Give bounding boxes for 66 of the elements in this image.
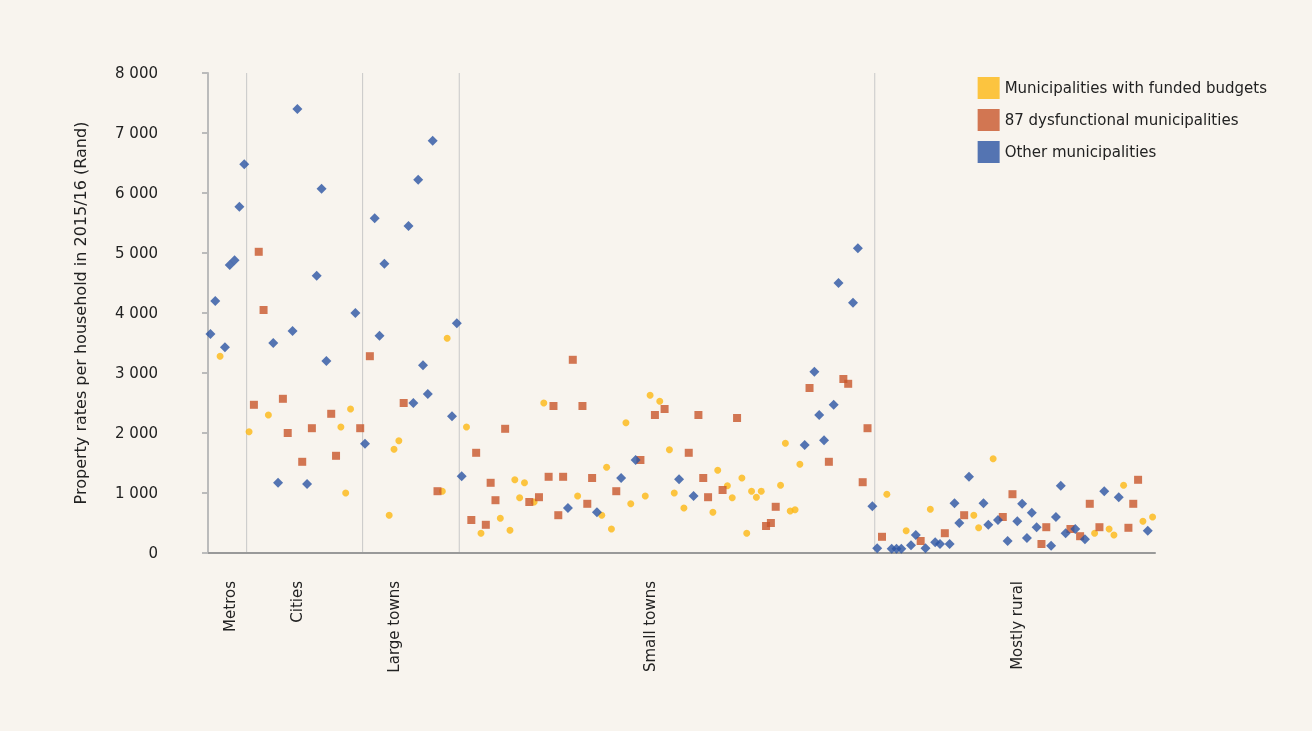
legend-label: Other municipalities [1004,143,1157,161]
y-tick-label: 2 000 [115,424,158,442]
point [342,489,350,497]
point [245,428,253,436]
point [989,455,997,463]
point [520,479,528,487]
point [607,525,615,533]
point [216,352,224,360]
point [970,511,978,519]
y-tick-label: 1 000 [115,484,158,502]
point [506,526,514,534]
point [665,446,673,454]
point [496,514,504,522]
x-tick-label: Cities [288,580,307,623]
y-tick-label: 7 000 [115,124,158,142]
point [627,500,635,508]
point [883,490,891,498]
point [796,460,804,468]
point [670,489,678,497]
y-tick-label: 8 000 [115,64,158,82]
point [540,399,548,407]
point [395,437,403,445]
y-tick-label: 6 000 [115,184,158,202]
point [477,529,485,537]
point [714,466,722,474]
point [748,487,756,495]
point [728,494,736,502]
point [743,529,751,537]
point [1149,513,1157,521]
point [926,505,934,513]
point [656,397,664,405]
point [347,405,355,413]
legend-label: Municipalities with funded budgets [1004,79,1268,97]
point [385,511,393,519]
point [777,481,785,489]
point [791,506,799,514]
point [781,439,789,447]
point [757,487,765,495]
point [1120,481,1128,489]
point [443,334,451,342]
point [603,463,611,471]
point [641,492,649,500]
point [752,493,760,501]
y-tick-label: 0 [148,544,158,562]
y-tick-label: 5 000 [115,244,158,262]
x-tick-label: Small towns [641,580,660,673]
point [1091,529,1099,537]
y-axis-title: Property rates per household in 2015/16 (Rand) [70,121,90,505]
point [622,419,630,427]
point [902,527,910,535]
point [463,423,470,431]
x-tick-label: Mostly rural [1008,581,1027,670]
x-tick-label: Metros [220,580,239,632]
legend-label: 87 dysfunctional municipalities [1004,111,1239,129]
point [646,391,654,399]
x-tick-label: Large towns [385,580,404,673]
point [390,445,398,453]
y-tick-label: 4 000 [115,304,158,322]
point [574,492,582,500]
point [511,476,519,484]
y-tick-label: 3 000 [115,364,158,382]
point [975,524,983,532]
point [264,411,272,419]
point [1139,517,1147,525]
point [516,494,524,502]
point [709,508,717,516]
